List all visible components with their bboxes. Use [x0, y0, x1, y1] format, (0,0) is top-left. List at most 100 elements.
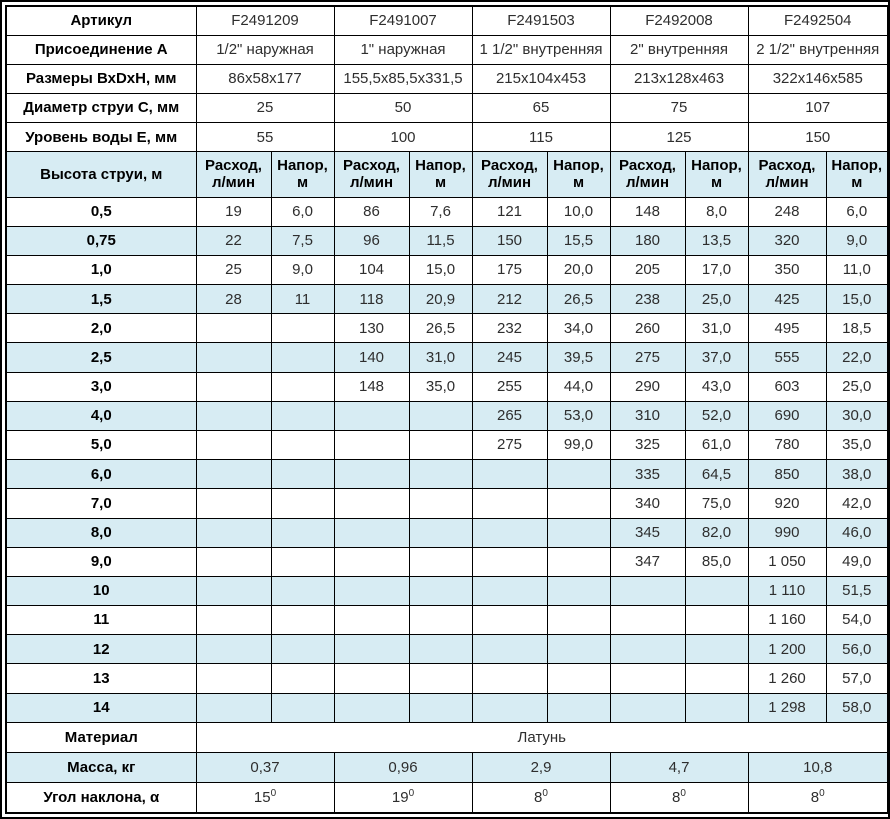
- head-value: [408, 605, 473, 636]
- flow-value: [471, 488, 548, 519]
- head-value: 85,0: [684, 546, 749, 577]
- spec-row-label: Присоединение А: [5, 34, 197, 65]
- head-value: 11,5: [408, 225, 473, 256]
- head-value: 7,5: [270, 225, 335, 256]
- mass-value: 0,96: [333, 751, 473, 784]
- spec-row: Уровень воды Е, мм 55 100 115 125 150: [5, 122, 889, 153]
- flow-value: [195, 663, 272, 694]
- spec-value: 75: [609, 93, 749, 124]
- head-value: [684, 575, 749, 607]
- flow-value: 148: [333, 371, 410, 402]
- head-value: 54,0: [825, 605, 889, 636]
- jet-height-value: 6,0: [5, 459, 197, 490]
- angle-value: 80: [471, 782, 611, 814]
- spec-row: Диаметр струи С, мм 25 50 65 75 107: [5, 93, 889, 124]
- jet-height-value: 9,0: [5, 546, 197, 577]
- angle-degree-sign: 0: [408, 787, 415, 799]
- head-value: 9,0: [270, 254, 335, 286]
- article-number-link[interactable]: F2491007: [333, 5, 473, 36]
- angle-value: 190: [333, 782, 473, 814]
- jet-row: 1,5 28 11 118 20,9 212 26,5 238 25,0 425 15,0: [5, 284, 889, 315]
- flow-value: 86: [333, 196, 410, 227]
- article-number-link[interactable]: F2491209: [195, 5, 335, 36]
- head-value: 44,0: [546, 371, 611, 402]
- jet-height-value: 5,0: [5, 429, 197, 461]
- flow-value: 1 260: [747, 663, 827, 694]
- head-value: 34,0: [546, 313, 611, 344]
- head-value: [270, 488, 335, 519]
- flow-value: 290: [609, 371, 686, 402]
- flow-column-header: Расход, л/мин: [333, 151, 410, 198]
- flow-value: 340: [609, 488, 686, 519]
- jet-height-header: Высота струи, м: [5, 151, 197, 198]
- jet-row: 1,0 25 9,0 104 15,0 175 20,0 205 17,0 350 11,0: [5, 254, 889, 286]
- flow-value: 345: [609, 517, 686, 548]
- flow-value: 325: [609, 429, 686, 461]
- spec-row: Присоединение А 1/2" наружная 1" наружная 1…: [5, 34, 889, 65]
- head-value: [408, 459, 473, 490]
- head-value: [546, 575, 611, 607]
- flow-value: [195, 342, 272, 373]
- flow-value: 1 110: [747, 575, 827, 607]
- head-value: 49,0: [825, 546, 889, 577]
- head-value: 42,0: [825, 488, 889, 519]
- head-value: 6,0: [270, 196, 335, 227]
- article-number-link[interactable]: F2491503: [471, 5, 611, 36]
- flow-value: [333, 400, 410, 432]
- jet-row: 0,75 22 7,5 96 11,5 150 15,5 180 13,5 320 9,0: [5, 225, 889, 256]
- flow-value: 780: [747, 429, 827, 461]
- spec-row-label: Размеры ВхDхН, мм: [5, 63, 197, 95]
- jet-height-value: 1,0: [5, 254, 197, 286]
- spec-value: 25: [195, 93, 335, 124]
- flow-value: [333, 634, 410, 665]
- angle-value: 80: [747, 782, 889, 814]
- head-value: 75,0: [684, 488, 749, 519]
- head-value: 46,0: [825, 517, 889, 548]
- angle-degrees: 8: [810, 788, 820, 806]
- head-value: [408, 517, 473, 548]
- head-value: [546, 663, 611, 694]
- flow-value: 245: [471, 342, 548, 373]
- flow-value: 425: [747, 284, 827, 315]
- jet-height-value: 4,0: [5, 400, 197, 432]
- material-row: Материал Латунь: [5, 721, 889, 753]
- spec-value: 1" наружная: [333, 34, 473, 65]
- flow-value: [333, 605, 410, 636]
- flow-value: [471, 634, 548, 665]
- angle-degrees: 15: [253, 788, 271, 806]
- head-value: [546, 605, 611, 636]
- head-value: 31,0: [684, 313, 749, 344]
- flow-value: [195, 517, 272, 548]
- head-value: 7,6: [408, 196, 473, 227]
- head-value: [408, 663, 473, 694]
- jet-height-value: 10: [5, 575, 197, 607]
- article-number-link[interactable]: F2492504: [747, 5, 889, 36]
- head-value: [270, 313, 335, 344]
- head-value: 58,0: [825, 692, 889, 723]
- spec-value: 2" внутренняя: [609, 34, 749, 65]
- head-value: 82,0: [684, 517, 749, 548]
- spec-row-label: Артикул: [5, 5, 197, 36]
- jet-row: 2,0 130 26,5 232 34,0 260 31,0 495 18,5: [5, 313, 889, 344]
- head-value: 25,0: [825, 371, 889, 402]
- flow-value: [471, 575, 548, 607]
- flow-value: [195, 605, 272, 636]
- jet-row: 4,0 265 53,0 310 52,0 690 30,0: [5, 400, 889, 432]
- flow-value: 260: [609, 313, 686, 344]
- jet-height-value: 14: [5, 692, 197, 723]
- head-value: 15,0: [825, 284, 889, 315]
- jet-height-value: 12: [5, 634, 197, 665]
- flow-value: 1 298: [747, 692, 827, 723]
- flow-value: [195, 313, 272, 344]
- head-value: 25,0: [684, 284, 749, 315]
- jet-row: 11 1 160 54,0: [5, 605, 889, 636]
- head-value: 99,0: [546, 429, 611, 461]
- head-column-header: Напор, м: [408, 151, 473, 198]
- head-value: [546, 546, 611, 577]
- flow-value: [333, 663, 410, 694]
- jet-row: 10 1 110 51,5: [5, 575, 889, 607]
- flow-value: [333, 546, 410, 577]
- mass-value: 2,9: [471, 751, 611, 784]
- article-number-link[interactable]: F2492008: [609, 5, 749, 36]
- jet-row: 7,0 340 75,0 920 42,0: [5, 488, 889, 519]
